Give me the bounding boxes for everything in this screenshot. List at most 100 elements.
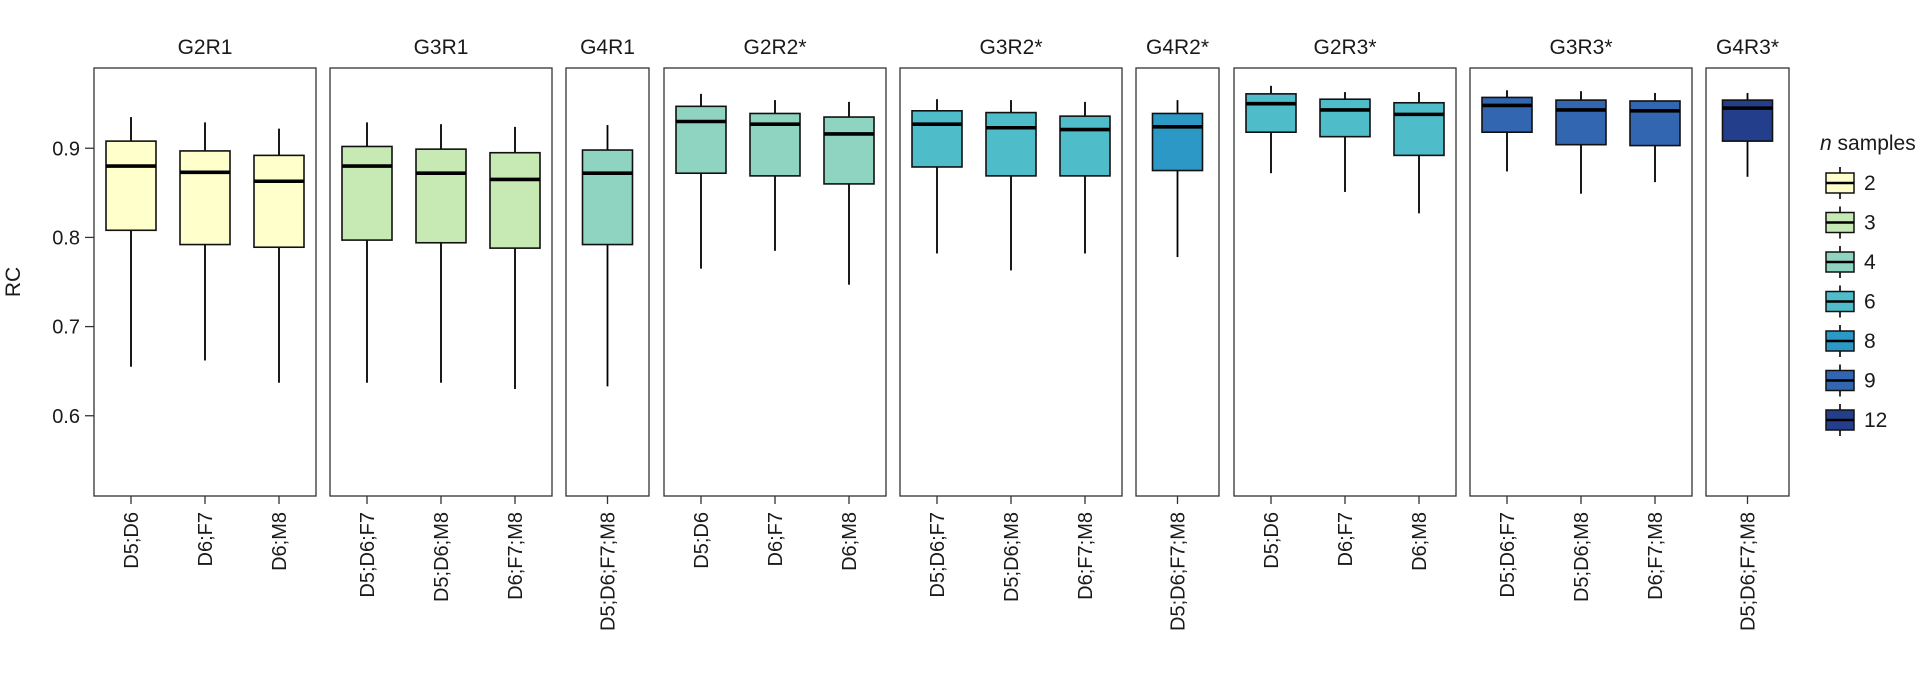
panel-title: G4R2*: [1146, 36, 1209, 59]
legend-entry-9: 9: [1825, 364, 1876, 397]
x-tick-label: D5;D6;F7;M8: [598, 512, 620, 631]
panel-g4r2-star: G4R2* D5;D6;F7;M8: [1135, 36, 1220, 631]
x-tick-label: D5;D6;M8: [1571, 512, 1593, 602]
y-tick-label: 0.6: [52, 406, 80, 428]
x-tick-label: D5;D6;F7: [927, 512, 949, 598]
box-d6-m8: D6;M8: [1393, 92, 1445, 571]
box-iqr: [253, 154, 305, 249]
x-tick-label: D5;D6: [691, 512, 713, 569]
box-d5-d6-f7: D5;D6;F7: [1481, 90, 1533, 598]
panel-g2r1: G2R1 D5;D6 D6;F7 D6;M8: [93, 36, 317, 571]
panel-g3r3-star: G3R3* D5;D6;F7 D5;D6;M8 D6;F7;M8: [1469, 36, 1693, 602]
box-iqr: [1245, 93, 1297, 133]
x-tick-label: D5;D6;F7;M8: [1738, 512, 1760, 631]
box-d6-f7: D6;F7: [179, 122, 231, 566]
x-tick-label: D5;D6: [1261, 512, 1283, 569]
legend-label: 12: [1864, 409, 1887, 432]
box-iqr: [415, 148, 467, 244]
legend-title-italic: n: [1820, 132, 1832, 155]
panel-title: G2R3*: [1313, 36, 1376, 59]
box-iqr: [1721, 99, 1774, 142]
box-d5-d6-m8: D5;D6;M8: [415, 124, 467, 602]
box-d5-d6-f7: D5;D6;F7: [911, 99, 963, 598]
legend-label: 2: [1864, 172, 1876, 195]
box-iqr: [179, 150, 231, 246]
legend-label: 6: [1864, 291, 1876, 314]
box-iqr: [1555, 99, 1607, 146]
y-axis-label: RC: [2, 267, 25, 297]
panels: G2R1 D5;D6 D6;F7 D6;M8 G3R1 D5;D6;F7 D5;D6;M8 D…: [93, 36, 1790, 631]
box-iqr: [1059, 115, 1111, 177]
panel-g2r2-star: G2R2* D5;D6 D6;F7 D6;M8: [663, 36, 887, 571]
x-tick-label: D6;F7;M8: [505, 512, 527, 600]
panel-title: G3R3*: [1549, 36, 1612, 59]
x-tick-label: D6;F7: [765, 512, 787, 566]
box-iqr: [341, 145, 393, 241]
legend-entry-3: 3: [1825, 206, 1876, 239]
box-iqr: [911, 110, 963, 168]
x-tick-label: D6;F7;M8: [1645, 512, 1667, 600]
y-tick-label: 0.9: [52, 138, 80, 160]
box-d6-f7-m8: D6;F7;M8: [489, 126, 541, 600]
box-iqr: [1393, 101, 1445, 157]
box-d6-f7-m8: D6;F7;M8: [1629, 92, 1681, 600]
box-d6-f7: D6;F7: [749, 100, 801, 566]
x-tick-label: D5;D6;M8: [1001, 512, 1023, 602]
box-iqr: [1629, 100, 1681, 147]
box-d6-m8: D6;M8: [823, 101, 875, 571]
box-d5-d6-f7-m8: D5;D6;F7;M8: [581, 125, 634, 631]
legend: n samples 2 3 4 6 8 9 12: [1820, 132, 1916, 436]
legend-title-rest: samples: [1832, 132, 1916, 155]
y-tick-label: 0.8: [52, 227, 80, 249]
box-iqr: [823, 116, 875, 185]
box-d5-d6-m8: D5;D6;M8: [985, 100, 1037, 602]
x-tick-label: D6;M8: [839, 512, 861, 571]
box-iqr: [1481, 96, 1533, 134]
box-d6-f7: D6;F7: [1319, 92, 1371, 566]
x-tick-label: D5;D6;F7: [1497, 512, 1519, 598]
box-iqr: [105, 140, 157, 232]
box-d5-d6-f7: D5;D6;F7: [341, 122, 393, 598]
x-tick-label: D6;F7;M8: [1075, 512, 1097, 600]
x-tick-label: D5;D6;F7: [357, 512, 379, 598]
box-d6-f7-m8: D6;F7;M8: [1059, 101, 1111, 600]
panel-g3r2-star: G3R2* D5;D6;F7 D5;D6;M8 D6;F7;M8: [899, 36, 1123, 602]
panel-title: G2R1: [178, 36, 233, 59]
panel-title: G3R1: [414, 36, 469, 59]
panel-g3r1: G3R1 D5;D6;F7 D5;D6;M8 D6;F7;M8: [329, 36, 553, 602]
y-axis: RC 0.6 0.7 0.8 0.9: [2, 138, 94, 428]
legend-entry-2: 2: [1825, 167, 1876, 199]
legend-label: 8: [1864, 330, 1876, 353]
legend-entry-12: 12: [1825, 404, 1887, 436]
box-iqr: [985, 111, 1037, 177]
box-d5-d6: D5;D6: [675, 93, 727, 569]
legend-label: 4: [1864, 251, 1876, 274]
box-d5-d6-f7-m8: D5;D6;F7;M8: [1721, 92, 1774, 631]
box-d5-d6-f7-m8: D5;D6;F7;M8: [1151, 100, 1204, 631]
box-iqr: [489, 151, 541, 249]
y-tick-label: 0.7: [52, 317, 80, 339]
box-d6-m8: D6;M8: [253, 128, 305, 571]
legend-entry-8: 8: [1825, 325, 1876, 357]
box-iqr: [1151, 112, 1204, 172]
x-tick-label: D5;D6;F7;M8: [1168, 512, 1190, 631]
legend-entry-4: 4: [1825, 246, 1876, 278]
panel-title: G2R2*: [743, 36, 806, 59]
box-d5-d6: D5;D6: [105, 117, 157, 569]
legend-entry-6: 6: [1825, 285, 1876, 318]
x-tick-label: D6;M8: [269, 512, 291, 571]
panel-title: G4R3*: [1716, 36, 1779, 59]
panel-title: G4R1: [580, 36, 635, 59]
box-d5-d6: D5;D6: [1245, 85, 1297, 569]
x-tick-label: D6;F7: [1335, 512, 1357, 566]
box-d5-d6-m8: D5;D6;M8: [1555, 91, 1607, 602]
panel-g4r1: G4R1 D5;D6;F7;M8: [565, 36, 650, 631]
box-iqr: [1319, 98, 1371, 138]
x-tick-label: D5;D6;M8: [431, 512, 453, 602]
box-iqr: [675, 105, 727, 175]
panel-title: G3R2*: [979, 36, 1042, 59]
panel-g4r3-star: G4R3* D5;D6;F7;M8: [1705, 36, 1790, 631]
x-tick-label: D5;D6: [121, 512, 143, 569]
x-tick-label: D6;M8: [1409, 512, 1431, 571]
panel-g2r3-star: G2R3* D5;D6 D6;F7 D6;M8: [1233, 36, 1457, 571]
